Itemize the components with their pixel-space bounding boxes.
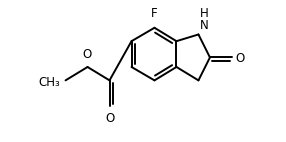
Text: O: O	[236, 52, 245, 65]
Text: CH₃: CH₃	[38, 76, 60, 89]
Text: O: O	[82, 48, 91, 61]
Text: F: F	[151, 7, 158, 20]
Text: H
N: H N	[200, 7, 209, 32]
Text: O: O	[105, 112, 114, 125]
